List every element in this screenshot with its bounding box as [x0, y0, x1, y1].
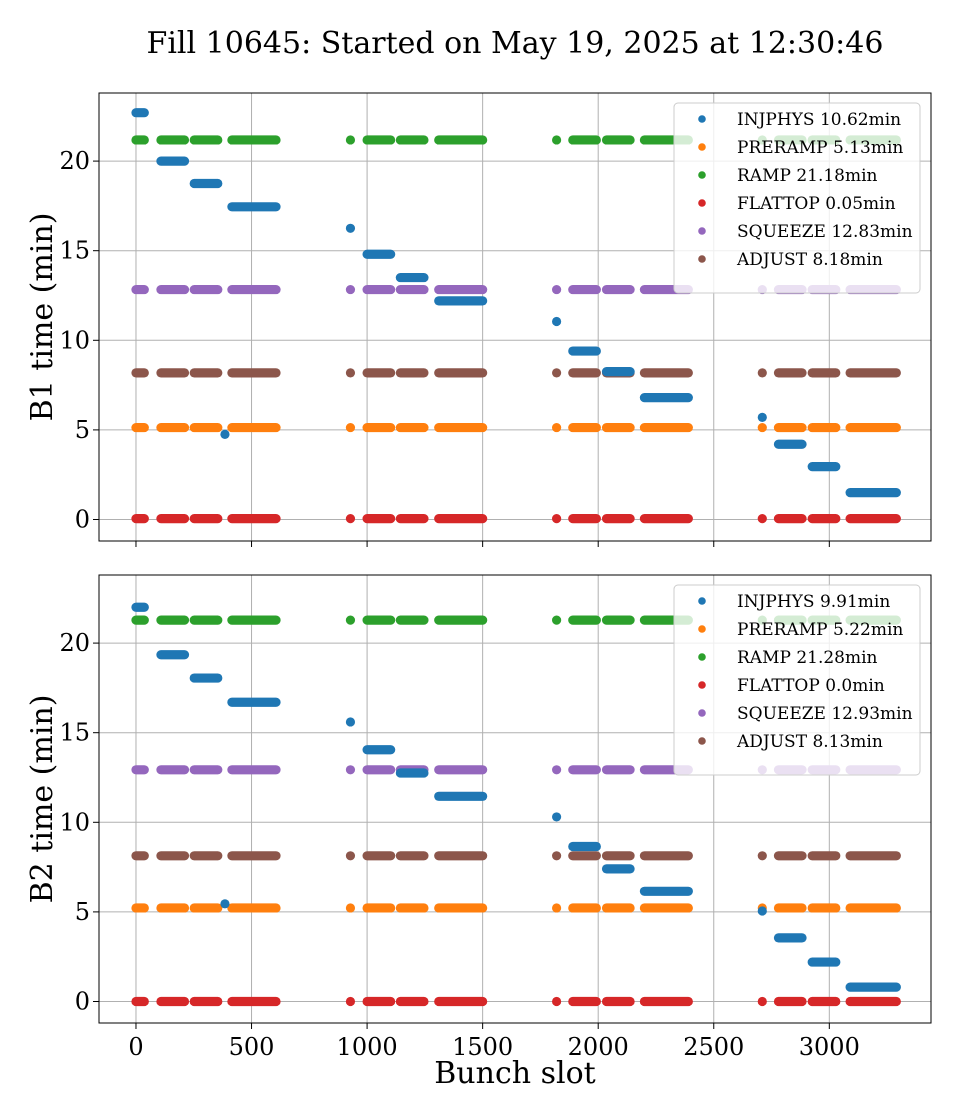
b2-legend-label-flattop: FLATTOP 0.0min — [737, 676, 885, 696]
b1-y-tick-label: 20 — [59, 147, 90, 175]
b2-legend: INJPHYS 9.91min PRERAMP 5.22min RAMP 21.28… — [673, 584, 921, 776]
b1-injphys-point — [757, 412, 767, 422]
b2-panel: 0 500 1000 1500 2000 2500 3000 0 5 10 15 20 B2 time… — [25, 574, 932, 1061]
b2-legend-label-adjust: ADJUST 8.13min — [736, 732, 883, 752]
b2-adjust-point — [552, 851, 562, 861]
b1-legend: INJPHYS 10.62min PRERAMP 5.13min RAMP 21.1… — [673, 102, 921, 294]
b1-flattop-point — [345, 514, 356, 524]
b1-ramp-point — [552, 135, 562, 145]
b1-injphys-point — [345, 223, 356, 233]
b1-legend-marker-squeeze — [698, 227, 706, 235]
b1-legend-marker-preramp — [698, 143, 706, 151]
b2-x-tick-label: 0 — [128, 1033, 143, 1061]
b2-legend-box — [673, 584, 921, 776]
b1-flattop-point — [552, 514, 562, 524]
b2-y-axis-label: B2 time (min) — [25, 695, 60, 904]
b2-squeeze-point — [345, 765, 356, 775]
b1-adjust-point — [345, 368, 356, 378]
b1-legend-label-ramp: RAMP 21.18min — [737, 166, 878, 186]
b1-injphys-point — [220, 429, 230, 439]
b1-preramp-point — [345, 422, 356, 433]
b2-x-tick-label: 1000 — [337, 1033, 398, 1061]
b2-flattop-point — [552, 996, 562, 1007]
b2-axes-frame — [98, 574, 932, 1024]
b2-injphys-point — [552, 812, 562, 822]
b1-legend-label-preramp: PRERAMP 5.13min — [737, 138, 903, 158]
b1-y-axis-label: B1 time (min) — [25, 213, 60, 422]
b1-legend-marker-adjust — [698, 255, 706, 263]
b2-y-tick-label: 0 — [75, 987, 90, 1015]
x-axis-label: Bunch slot — [434, 1056, 595, 1091]
b1-ramp-point — [345, 135, 356, 145]
figure-title: Fill 10645: Started on May 19, 2025 at 1… — [147, 26, 884, 61]
b2-ramp-point — [552, 615, 562, 625]
b2-legend-label-squeeze: SQUEEZE 12.93min — [737, 704, 913, 724]
b2-preramp-point — [345, 903, 356, 913]
b1-legend-label-squeeze: SQUEEZE 12.83min — [737, 222, 913, 242]
b2-adjust-point — [345, 851, 356, 861]
b1-y-tick-label: 0 — [75, 505, 90, 533]
b1-panel: 0 5 10 15 20 B1 time (min) INJPHYS 10.62min P… — [25, 92, 932, 547]
b2-flattop-point — [345, 996, 356, 1007]
b2-y-tick-label: 15 — [59, 719, 90, 747]
b1-y-tick-label: 15 — [59, 237, 90, 265]
b2-x-tick-label: 500 — [229, 1033, 275, 1061]
b2-ticks: 0 500 1000 1500 2000 2500 3000 0 5 10 15 20 — [59, 629, 859, 1061]
b2-x-tick-label: 1500 — [452, 1033, 513, 1061]
b1-y-tick-label: 5 — [75, 416, 90, 444]
b2-preramp-point — [552, 903, 562, 913]
b1-injphys-point — [552, 316, 562, 327]
b1-legend-label-adjust: ADJUST 8.18min — [736, 250, 883, 270]
b2-y-tick-label: 10 — [59, 808, 90, 836]
b1-legend-box — [673, 102, 921, 294]
b1-legend-marker-flattop — [698, 199, 706, 207]
b1-preramp-point — [552, 422, 562, 433]
b1-ticks: 0 5 10 15 20 — [59, 147, 830, 547]
b2-injphys-point — [757, 906, 767, 916]
b2-legend-marker-flattop — [698, 681, 706, 689]
b1-legend-label-injphys: INJPHYS 10.62min — [737, 110, 901, 130]
b2-legend-marker-injphys — [698, 597, 706, 605]
b2-legend-marker-adjust — [698, 737, 706, 745]
b1-legend-label-flattop: FLATTOP 0.05min — [737, 194, 896, 214]
b1-axes-frame — [98, 92, 932, 542]
b2-injphys-point — [345, 717, 356, 727]
b1-adjust-point — [552, 368, 562, 378]
b1-adjust-point — [757, 368, 767, 378]
b2-x-tick-label: 2500 — [683, 1033, 744, 1061]
b2-x-tick-label: 2000 — [568, 1033, 629, 1061]
b1-squeeze-point — [552, 284, 562, 295]
b1-legend-marker-injphys — [698, 115, 706, 123]
b2-ramp-point — [345, 615, 356, 625]
b2-legend-label-injphys: INJPHYS 9.91min — [737, 592, 890, 612]
b2-legend-marker-squeeze — [698, 709, 706, 717]
b2-legend-marker-ramp — [698, 653, 706, 661]
b2-legend-label-preramp: PRERAMP 5.22min — [737, 620, 903, 640]
b2-squeeze-point — [552, 765, 562, 775]
b1-squeeze-point — [345, 284, 356, 295]
b2-legend-label-ramp: RAMP 21.28min — [737, 648, 878, 668]
b2-adjust-point — [757, 851, 767, 861]
b2-legend-marker-preramp — [698, 625, 706, 633]
b2-y-tick-label: 5 — [75, 898, 90, 926]
b1-y-tick-label: 10 — [59, 326, 90, 354]
b1-legend-marker-ramp — [698, 171, 706, 179]
b2-x-tick-label: 3000 — [799, 1033, 860, 1061]
b2-y-tick-label: 20 — [59, 629, 90, 657]
b2-flattop-point — [757, 996, 767, 1007]
b1-preramp-point — [757, 422, 767, 433]
b2-injphys-point — [220, 899, 230, 909]
b1-flattop-point — [757, 514, 767, 524]
